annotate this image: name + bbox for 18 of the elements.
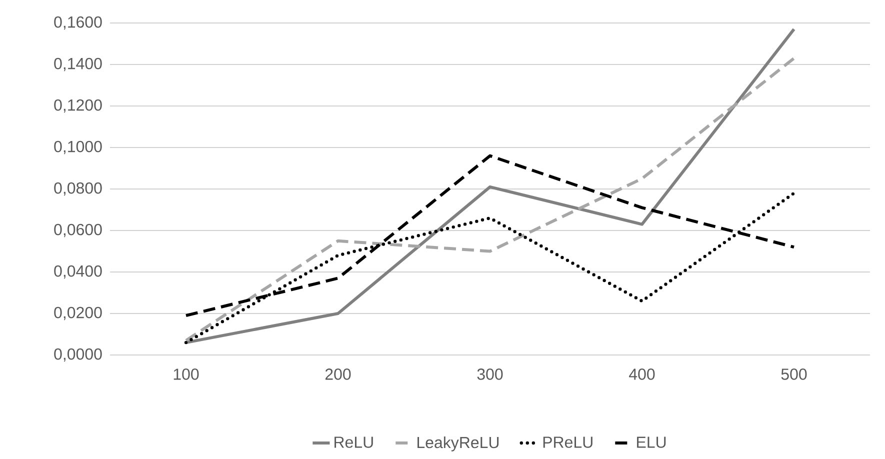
y-tick-label: 0,1400 bbox=[54, 58, 102, 72]
y-tick-label: 0,1600 bbox=[54, 16, 102, 30]
y-tick-label: 0,0000 bbox=[54, 348, 102, 362]
x-tick-label: 400 bbox=[629, 368, 655, 380]
x-tick-label: 500 bbox=[781, 368, 807, 380]
x-tick-label: 100 bbox=[174, 368, 199, 380]
y-tick-label: 0,0200 bbox=[54, 306, 102, 320]
y-tick-label: 0,0400 bbox=[54, 265, 102, 279]
x-tick-label: 300 bbox=[477, 368, 503, 380]
legend-label: LeakyReLU bbox=[418, 436, 499, 452]
legend-label: PReLU bbox=[543, 436, 592, 448]
legend-label: ELU bbox=[637, 436, 666, 448]
y-tick-label: 0,1200 bbox=[54, 99, 102, 113]
y-tick-label: 0,1000 bbox=[54, 140, 102, 154]
x-tick-label: 200 bbox=[325, 368, 351, 380]
y-tick-label: 0,0600 bbox=[54, 224, 102, 238]
y-tick-label: 0,0800 bbox=[54, 182, 102, 196]
legend-label: ReLU bbox=[334, 436, 373, 448]
